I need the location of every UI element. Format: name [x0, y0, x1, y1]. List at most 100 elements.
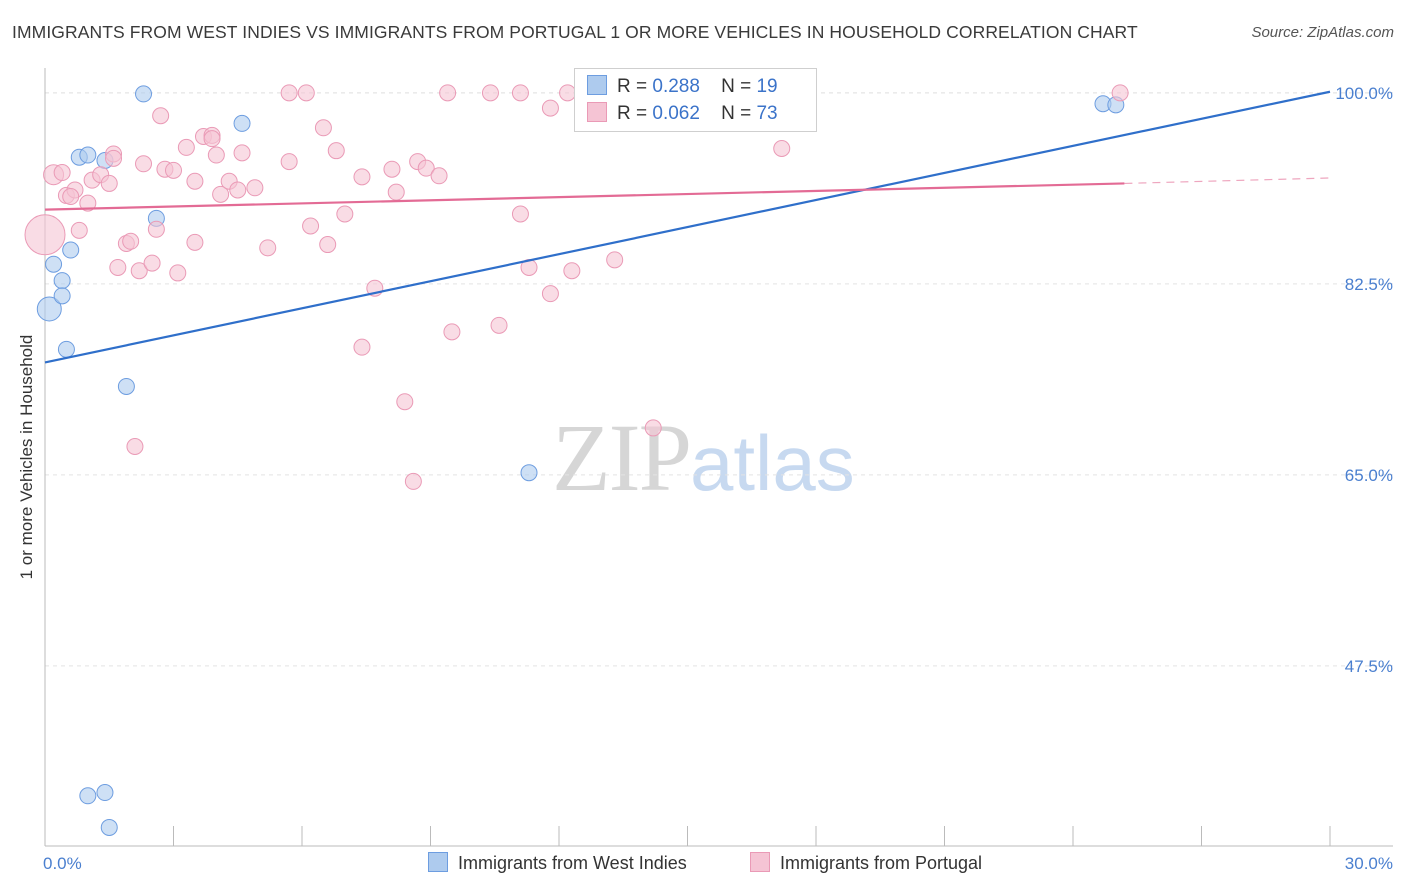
point-portugal: [165, 161, 182, 179]
point-portugal: [606, 251, 624, 269]
point-west-indies: [62, 241, 80, 259]
point-portugal: [541, 285, 559, 303]
point-portugal: [302, 217, 320, 235]
trend-line-portugal: [44, 182, 1125, 211]
x-tick-label-min: 0.0%: [43, 854, 82, 873]
point-portugal: [186, 172, 204, 190]
point-west-indies: [96, 784, 114, 802]
legend-r-label: R =: [617, 76, 648, 97]
point-portugal: [443, 323, 461, 341]
point-west-indies: [57, 340, 75, 358]
point-west-indies: [53, 287, 71, 305]
point-portugal: [327, 142, 345, 160]
point-portugal: [430, 167, 448, 185]
point-portugal: [280, 84, 298, 102]
point-portugal: [511, 84, 529, 102]
chart-title: IMMIGRANTS FROM WEST INDIES VS IMMIGRANT…: [12, 22, 1138, 42]
y-tick-label: 82.5%: [1345, 275, 1393, 294]
watermark-atlas: atlas: [690, 419, 855, 507]
legend-item-portugal[interactable]: Immigrants from Portugal: [750, 852, 982, 874]
point-portugal: [53, 164, 71, 182]
point-portugal: [439, 84, 457, 102]
point-portugal: [177, 138, 195, 156]
point-portugal: [1111, 84, 1129, 102]
point-portugal: [135, 155, 153, 173]
trend-line-portugal-extension: [1124, 177, 1331, 185]
point-portugal: [233, 144, 251, 162]
point-portugal: [336, 205, 354, 223]
legend-n-value: 19: [756, 76, 778, 97]
point-portugal: [246, 179, 264, 197]
point-portugal: [24, 214, 66, 256]
point-portugal: [130, 262, 148, 280]
point-portugal: [297, 84, 315, 102]
data-points: [24, 84, 1129, 836]
point-portugal: [186, 233, 204, 251]
point-portugal: [481, 84, 499, 102]
y-tick-label: 47.5%: [1345, 657, 1393, 676]
legend-row-west-indies: R = 0.288 N = 19: [587, 75, 778, 99]
point-west-indies: [79, 787, 97, 805]
point-portugal: [383, 160, 401, 178]
legend-r-value: 0.288: [652, 76, 700, 97]
point-portugal: [387, 183, 405, 201]
point-portugal: [203, 130, 221, 148]
legend-swatch-west-indies: [428, 852, 448, 872]
stats-legend: R = 0.288 N = 19 R = 0.062 N = 73: [574, 68, 817, 132]
series-legend: Immigrants from West Indies Immigrants f…: [0, 852, 1406, 878]
point-portugal: [212, 185, 230, 203]
point-portugal: [353, 338, 371, 356]
legend-n-label: N =: [721, 76, 752, 97]
point-portugal: [152, 107, 170, 125]
point-portugal: [105, 149, 123, 167]
point-portugal: [207, 146, 225, 164]
point-portugal: [773, 140, 791, 157]
point-portugal: [314, 119, 332, 137]
point-portugal: [259, 239, 277, 257]
axes: [44, 68, 1393, 847]
point-west-indies: [36, 296, 62, 322]
point-portugal: [70, 221, 88, 239]
legend-n-label: N =: [721, 103, 752, 124]
point-portugal: [229, 181, 247, 199]
point-portugal: [100, 174, 118, 192]
point-portugal: [280, 153, 298, 171]
point-west-indies: [100, 818, 118, 836]
point-portugal: [563, 262, 581, 280]
point-portugal: [122, 232, 140, 250]
point-portugal: [404, 472, 422, 490]
point-portugal: [644, 419, 662, 437]
grid: [45, 92, 1393, 667]
legend-swatch-portugal: [587, 102, 607, 122]
point-portugal: [147, 220, 165, 238]
point-west-indies: [117, 377, 135, 395]
point-portugal: [62, 188, 80, 206]
x-ticks: [44, 826, 1331, 846]
point-portugal: [396, 393, 414, 411]
point-portugal: [490, 316, 508, 334]
point-portugal: [109, 258, 127, 276]
trend-line-west-indies: [44, 90, 1331, 364]
watermark: ZIPatlas: [552, 402, 855, 513]
point-portugal: [319, 236, 337, 254]
trend-lines: [44, 90, 1331, 364]
point-portugal: [511, 205, 529, 223]
point-portugal: [126, 437, 144, 455]
y-tick-labels: 47.5% 65.0% 82.5% 100.0%: [1335, 84, 1393, 676]
legend-n-value: 73: [756, 103, 778, 124]
point-portugal: [353, 168, 371, 186]
point-portugal: [417, 159, 435, 177]
legend-r-label: R =: [617, 103, 648, 124]
point-west-indies: [45, 255, 63, 273]
legend-item-west-indies[interactable]: Immigrants from West Indies: [428, 852, 687, 874]
point-portugal: [169, 264, 187, 282]
legend-row-portugal: R = 0.062 N = 73: [587, 102, 778, 126]
source-label: Source: ZipAtlas.com: [1251, 24, 1394, 41]
point-portugal: [79, 194, 97, 212]
point-west-indies: [520, 464, 538, 482]
x-tick-label-max: 30.0%: [1345, 854, 1393, 873]
legend-label-portugal: Immigrants from Portugal: [780, 853, 983, 873]
legend-label-west-indies: Immigrants from West Indies: [458, 853, 687, 873]
y-tick-label: 65.0%: [1345, 466, 1393, 485]
